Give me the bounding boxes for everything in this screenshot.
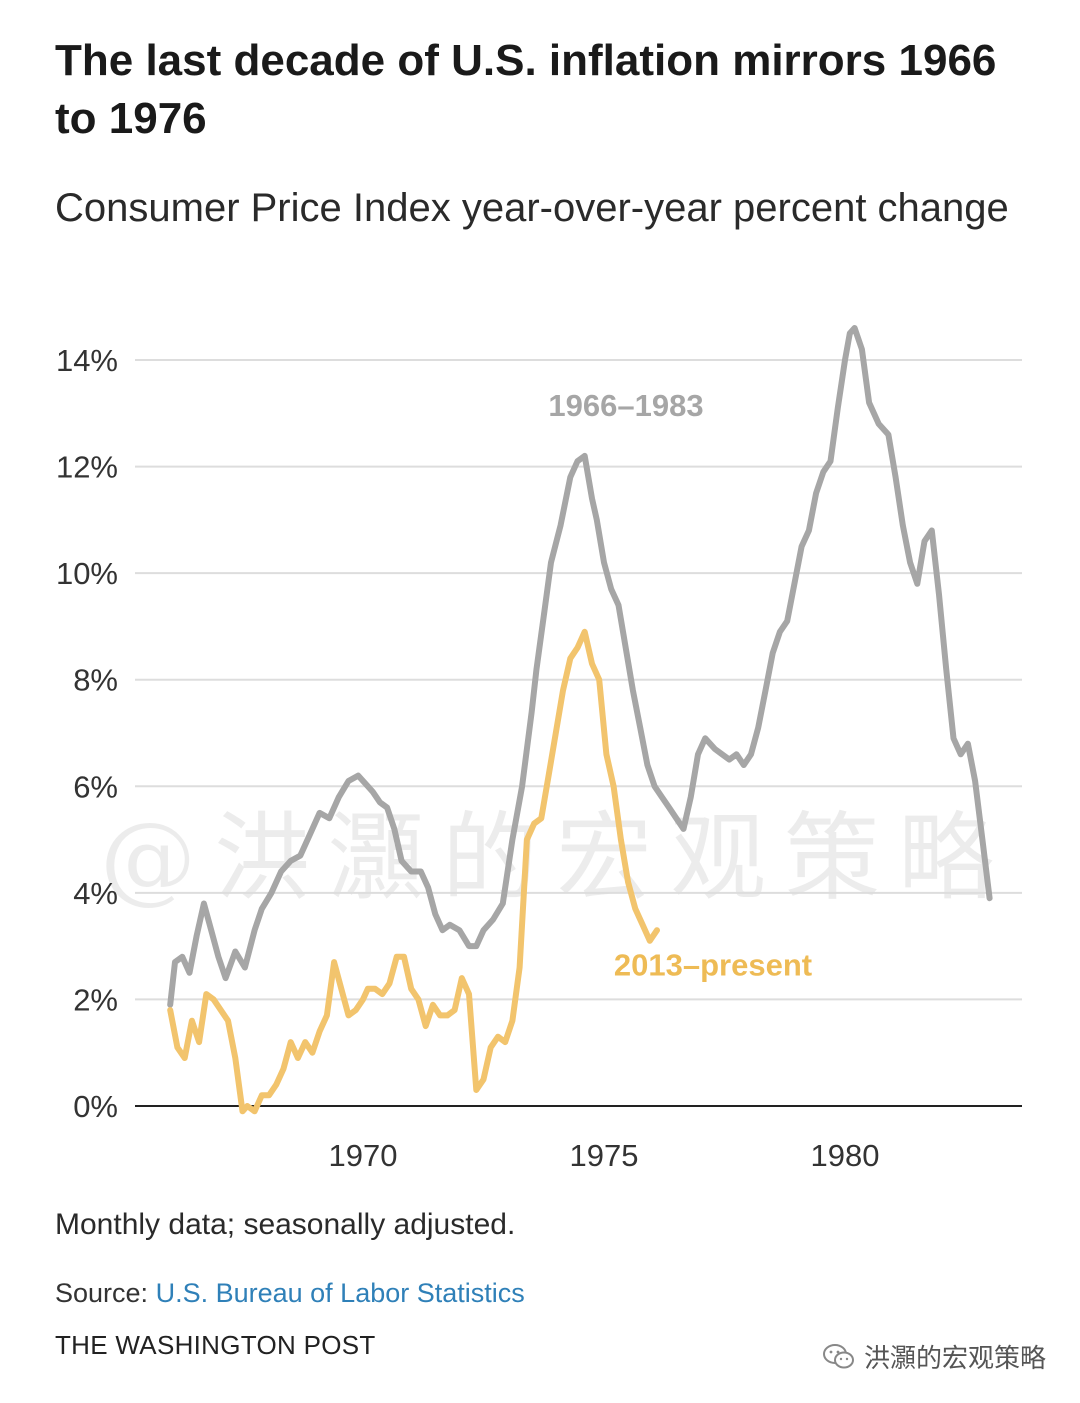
line-chart: 0% 2% 4% 6% 8% 10% 12% 14% 1970 1975 1980 1966–19… xyxy=(56,325,1022,1173)
x-tick-label: 1975 xyxy=(570,1138,639,1173)
source-line: Source: U.S. Bureau of Labor Statistics xyxy=(55,1278,525,1309)
wechat-account-mark: 洪灝的宏观策略 xyxy=(822,1338,1046,1375)
series-line-2013-present xyxy=(167,628,660,1115)
publisher-credit: THE WASHINGTON POST xyxy=(55,1330,376,1360)
y-tick-label: 12% xyxy=(56,450,118,485)
chart-title: The last decade of U.S. inflation mirror… xyxy=(55,36,997,143)
wechat-account-name: 洪灝的宏观策略 xyxy=(863,1344,1046,1374)
source-link[interactable]: U.S. Bureau of Labor Statistics xyxy=(155,1278,525,1308)
series-lines xyxy=(167,325,993,1115)
y-tick-label: 0% xyxy=(73,1089,118,1124)
x-axis-ticks: 1970 1975 1980 xyxy=(329,1138,880,1173)
source-label: Source: xyxy=(55,1278,149,1308)
series-line-1966-1983 xyxy=(167,325,993,1008)
y-tick-label: 4% xyxy=(73,876,118,911)
watermark-text: @洪灝的宏观策略 xyxy=(100,802,1012,914)
x-tick-label: 1970 xyxy=(329,1138,398,1173)
wechat-icon xyxy=(822,1343,856,1371)
y-tick-label: 14% xyxy=(56,343,118,378)
gridlines xyxy=(135,359,1022,1107)
chart-subtitle: Consumer Price Index year-over-year perc… xyxy=(55,186,1009,230)
series-labels: 1966–1983 2013–present xyxy=(548,388,812,983)
y-tick-label: 6% xyxy=(73,769,118,804)
x-tick-label: 1980 xyxy=(811,1138,880,1173)
data-note: Monthly data; seasonally adjusted. xyxy=(55,1208,516,1241)
y-axis-ticks: 0% 2% 4% 6% 8% 10% 12% 14% xyxy=(56,343,118,1124)
y-tick-label: 8% xyxy=(73,663,118,698)
series-label-2013-present: 2013–present xyxy=(614,947,812,982)
y-tick-label: 10% xyxy=(56,556,118,591)
y-tick-label: 2% xyxy=(73,982,118,1017)
series-label-1966-1983: 1966–1983 xyxy=(548,388,703,423)
